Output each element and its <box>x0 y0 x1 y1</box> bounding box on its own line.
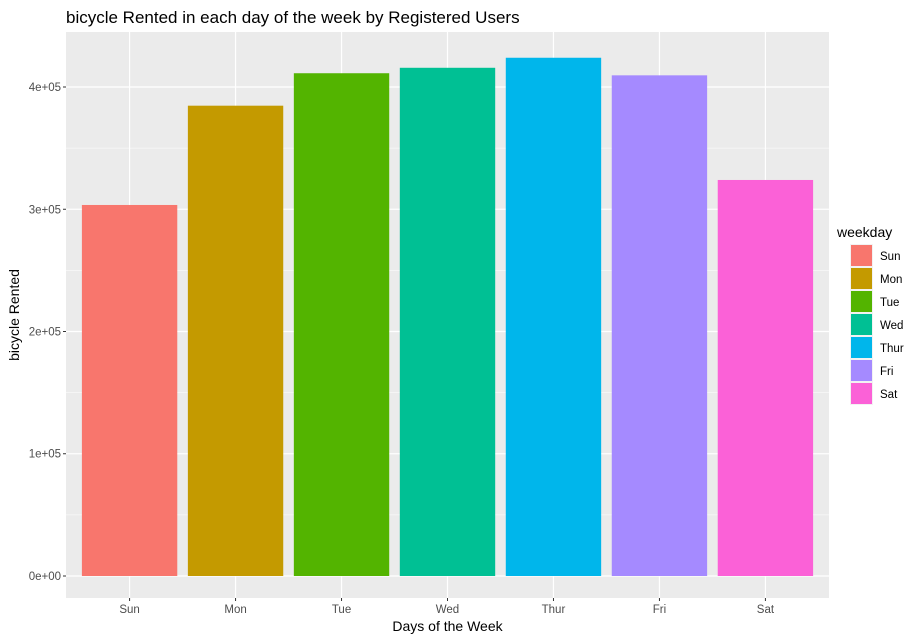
bar-thur <box>505 57 602 576</box>
legend-label: Thur <box>880 343 904 355</box>
x-tick-label: Fri <box>653 604 666 616</box>
y-axis: 0e+00 1e+05 2e+05 3e+05 4e+05 <box>29 82 66 583</box>
bar-sat <box>717 179 814 576</box>
x-tick-label: Wed <box>436 604 459 616</box>
x-tick-label: Thur <box>542 604 566 616</box>
y-tick-label: 4e+05 <box>29 82 61 94</box>
bars <box>81 57 814 576</box>
legend-key-thur <box>851 337 872 358</box>
x-tick-label: Sun <box>119 604 139 616</box>
y-tick-label: 0e+00 <box>29 571 61 583</box>
x-axis-title: Days of the Week <box>392 618 503 634</box>
legend-label: Fri <box>880 366 893 378</box>
x-axis: Sun Mon Tue Wed Thur Fri Sat <box>119 598 775 616</box>
plot-panel <box>66 32 829 598</box>
bar-tue <box>293 73 390 576</box>
legend: weekday Sun Mon Tue Wed Thur Fri Sat <box>836 224 904 405</box>
y-tick-label: 2e+05 <box>29 327 61 339</box>
legend-key-wed <box>851 314 872 335</box>
legend-label: Mon <box>880 274 902 286</box>
legend-label: Sun <box>880 251 900 263</box>
x-tick-label: Tue <box>332 604 351 616</box>
chart-title: bicycle Rented in each day of the week b… <box>66 8 520 27</box>
y-tick-label: 1e+05 <box>29 449 61 461</box>
legend-key-sat <box>851 383 872 404</box>
bar-mon <box>187 105 284 576</box>
legend-key-sun <box>851 245 872 266</box>
bar-wed <box>399 67 496 576</box>
y-tick-label: 3e+05 <box>29 204 61 216</box>
legend-label: Tue <box>880 297 899 309</box>
bar-sun <box>81 204 178 576</box>
legend-key-fri <box>851 360 872 381</box>
legend-key-mon <box>851 268 872 289</box>
legend-key-tue <box>851 291 872 312</box>
x-tick-label: Mon <box>224 604 246 616</box>
x-tick-label: Sat <box>757 604 775 616</box>
legend-label: Wed <box>880 320 903 332</box>
legend-items: Sun Mon Tue Wed Thur Fri Sat <box>850 244 904 405</box>
legend-title: weekday <box>836 224 892 240</box>
y-axis-title: bicycle Rented <box>6 269 22 361</box>
bar-fri <box>611 75 708 576</box>
legend-label: Sat <box>880 389 898 401</box>
